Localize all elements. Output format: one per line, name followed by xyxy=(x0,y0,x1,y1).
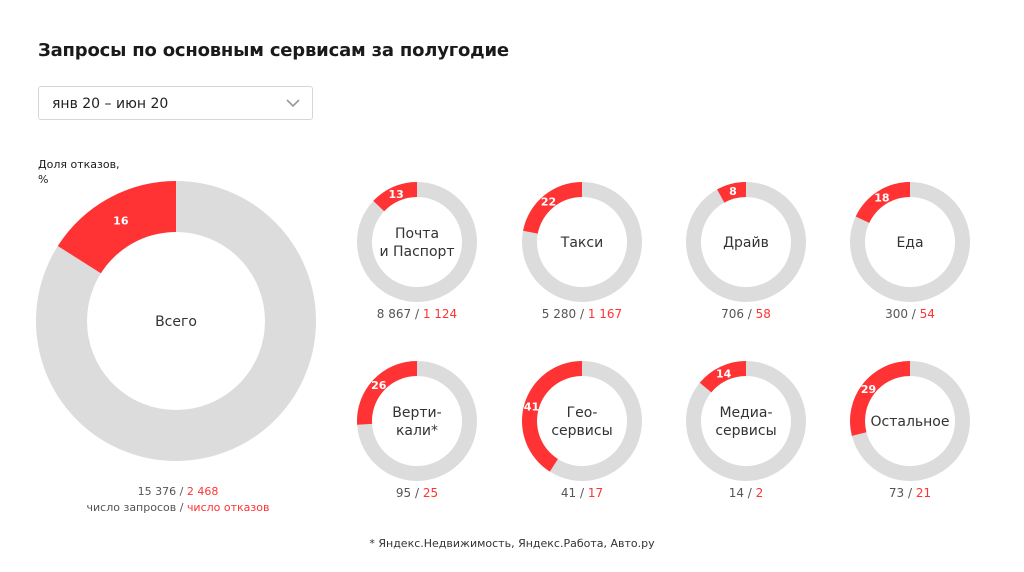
donut-3-counts: 300 / 54 xyxy=(885,307,935,321)
total-requests-value: 15 376 xyxy=(137,485,177,498)
donut-4-percent-label: 26 xyxy=(371,379,387,392)
chevron-down-icon xyxy=(286,99,300,108)
donut-6-percent-label: 14 xyxy=(716,367,732,380)
y-axis-label: Доля отказов, % xyxy=(38,158,120,186)
donut-4-failure-arc xyxy=(357,361,417,425)
donut-4-counts: 95 / 25 xyxy=(396,486,438,500)
donut-2-percent-label: 8 xyxy=(729,185,737,198)
donut-2-name: Драйв xyxy=(723,235,769,251)
donut-3-failure-arc xyxy=(855,182,910,223)
footnote: * Яндекс.Недвижимость, Яндекс.Работа, Ав… xyxy=(369,537,655,550)
total-failures-value: 2 468 xyxy=(186,485,219,498)
donut-7-name: Остальное xyxy=(871,414,950,430)
period-select-value: янв 20 – июн 20 xyxy=(52,96,169,112)
donut-1-name: Такси xyxy=(560,235,603,251)
donut-6-failure-arc xyxy=(699,361,746,393)
chart-title: Запросы по основным сервисам за полугоди… xyxy=(38,40,509,61)
period-select[interactable]: янв 20 – июн 20 xyxy=(38,86,313,120)
donut-2-failure-arc xyxy=(717,182,746,203)
donut-0-failure-arc xyxy=(373,182,417,212)
donut-0-percent-label: 13 xyxy=(388,188,403,201)
donut-7-failure-arc xyxy=(850,361,910,436)
donut-0-name: Почта и Паспорт xyxy=(379,226,454,260)
legend-caption: 15 376 / 2 468 число запросов / число от… xyxy=(86,485,270,514)
donut-7-counts: 73 / 21 xyxy=(889,486,931,500)
donut-total-percent-label: 16 xyxy=(113,215,129,228)
donut-5-counts: 41 / 17 xyxy=(561,486,603,500)
donut-5-failure-arc xyxy=(522,361,582,472)
donut-5-percent-label: 41 xyxy=(524,400,539,413)
legend-failures-label: число отказов xyxy=(186,501,270,514)
donut-5-name: Гео-сервисы xyxy=(551,405,612,439)
donut-1-counts: 5 280 / 1 167 xyxy=(542,307,622,321)
donut-7-percent-label: 29 xyxy=(861,383,876,396)
donut-2-counts: 706 / 58 xyxy=(721,307,771,321)
donut-6-name: Медиа-сервисы xyxy=(715,405,776,439)
legend-requests-label: число запросов xyxy=(86,501,177,514)
donut-1-percent-label: 22 xyxy=(541,196,556,209)
donut-1-failure-arc xyxy=(523,182,582,234)
donut-6-counts: 14 / 2 xyxy=(729,486,764,500)
donut-total-failure-arc xyxy=(57,181,176,274)
donut-0-counts: 8 867 / 1 124 xyxy=(377,307,457,321)
donut-total-name: Всего xyxy=(155,314,197,330)
donut-3-name: Еда xyxy=(896,235,923,251)
donut-3-percent-label: 18 xyxy=(874,192,889,205)
donut-4-name: Верти-кали* xyxy=(392,405,441,439)
